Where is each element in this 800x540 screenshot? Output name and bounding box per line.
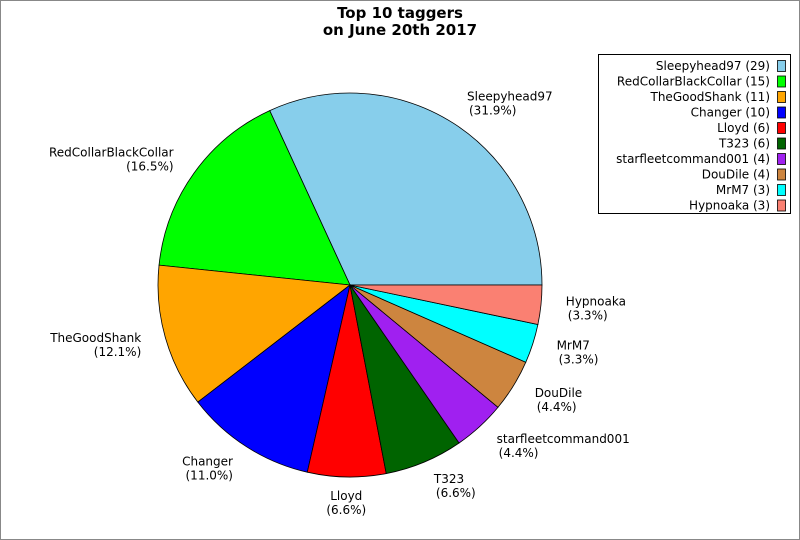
- pie-slice: [349, 284, 543, 325]
- pie-slice: [157, 264, 352, 403]
- legend: [598, 54, 791, 214]
- slice-percent: (6.6%): [436, 486, 476, 500]
- legend-swatch: [777, 75, 786, 88]
- slice-label: starfleetcommand001: [497, 432, 630, 446]
- slice-label: Lloyd: [330, 489, 362, 503]
- legend-swatch: [777, 106, 786, 119]
- legend-label: T323 (6): [718, 137, 770, 151]
- legend-label: DouDile (4): [702, 168, 770, 182]
- legend-swatch: [777, 168, 786, 181]
- slice-percent: (11.0%): [186, 469, 233, 483]
- chart-title: Top 10 taggers: [337, 4, 463, 22]
- slice-percent: (4.4%): [499, 446, 539, 460]
- legend-label: starfleetcommand001 (4): [616, 152, 770, 166]
- slice-percent: (12.1%): [94, 345, 141, 359]
- legend-swatch: [777, 184, 786, 196]
- slice-label: TheGoodShank: [49, 331, 141, 345]
- slice-label: Sleepyhead97: [467, 89, 553, 103]
- legend-swatch: [777, 153, 786, 165]
- chart-title: on June 20th 2017: [323, 21, 477, 39]
- slice-label: Hypnoaka: [566, 294, 626, 308]
- legend-swatch: [777, 91, 786, 103]
- legend-label: Changer (10): [691, 106, 770, 120]
- slice-label: RedCollarBlackCollar: [49, 146, 174, 160]
- legend-label: Hypnoaka (3): [689, 199, 770, 213]
- slice-percent: (31.9%): [469, 103, 516, 117]
- legend-swatch: [777, 60, 786, 72]
- slice-label: Changer: [182, 455, 233, 469]
- slice-percent: (6.6%): [326, 503, 366, 517]
- legend-label: TheGoodShank (11): [650, 90, 771, 104]
- legend-label: Lloyd (6): [717, 121, 770, 135]
- pie-slice: [269, 92, 543, 286]
- slice-label: DouDile: [535, 386, 582, 400]
- legend-swatch: [777, 122, 786, 134]
- slice-percent: (4.4%): [537, 400, 577, 414]
- slice-label: MrM7: [557, 338, 590, 352]
- slice-percent: (3.3%): [568, 308, 608, 322]
- pie-slice: [197, 284, 351, 473]
- legend-label: Sleepyhead97 (29): [656, 59, 770, 73]
- slice-label: T323: [433, 472, 464, 486]
- slice-percent: (16.5%): [126, 160, 173, 174]
- pie-slice: [158, 110, 351, 286]
- legend-swatch: [777, 137, 786, 150]
- slice-percent: (3.3%): [559, 352, 599, 366]
- legend-label: RedCollarBlackCollar (15): [617, 75, 770, 89]
- legend-label: MrM7 (3): [716, 183, 770, 197]
- legend-swatch: [777, 199, 786, 212]
